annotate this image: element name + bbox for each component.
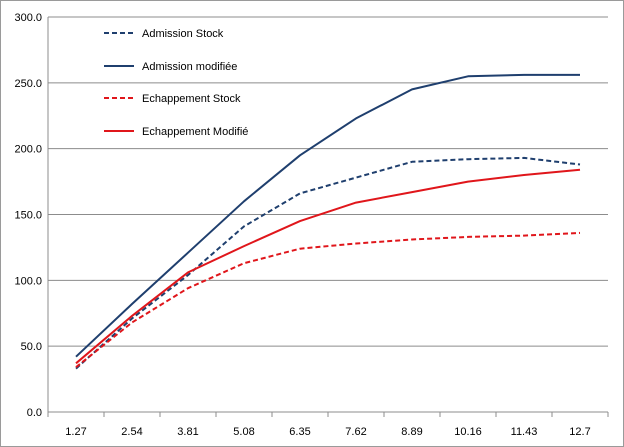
gridlines (48, 16, 608, 347)
x-tick-label: 3.81 (177, 426, 198, 438)
x-tick-label: 6.35 (289, 426, 310, 438)
legend: Admission Stock Admission modifiée Echappe… (104, 28, 248, 138)
x-tick-label: 12.7 (569, 426, 590, 438)
axes: 0.0 50.0 100.0 150.0 200.0 250.0 300.0 1.27 2.54… (14, 12, 609, 438)
x-tick-label: 5.08 (233, 426, 254, 438)
y-tick-label: 250.0 (14, 78, 42, 90)
legend-label-1: Admission Stock (142, 28, 224, 40)
legend-label-2: Admission modifiée (142, 61, 237, 73)
series-line-3 (75, 231, 581, 368)
series-line-1 (75, 156, 581, 370)
y-tick-label: 50.0 (21, 341, 42, 353)
x-tick-label: 10.16 (454, 426, 482, 438)
x-tick-label: 11.43 (511, 426, 538, 438)
x-tick-label: 7.62 (345, 426, 366, 438)
y-tick-label: 100.0 (14, 275, 42, 287)
series-line-4 (75, 168, 581, 365)
legend-label-3: Echappement Stock (142, 93, 241, 105)
y-tick-label: 150.0 (14, 210, 42, 222)
series-line-2 (75, 73, 580, 358)
y-tick-label: 300.0 (14, 12, 42, 24)
x-tick-label: 2.54 (121, 426, 142, 438)
y-tick-label: 0.0 (27, 407, 42, 419)
series-lines (75, 73, 581, 370)
y-tick-label: 200.0 (14, 144, 42, 156)
x-tick-label: 1.27 (65, 426, 86, 438)
x-tick-label: 8.89 (401, 426, 422, 438)
legend-label-4: Echappement Modifié (142, 126, 248, 138)
